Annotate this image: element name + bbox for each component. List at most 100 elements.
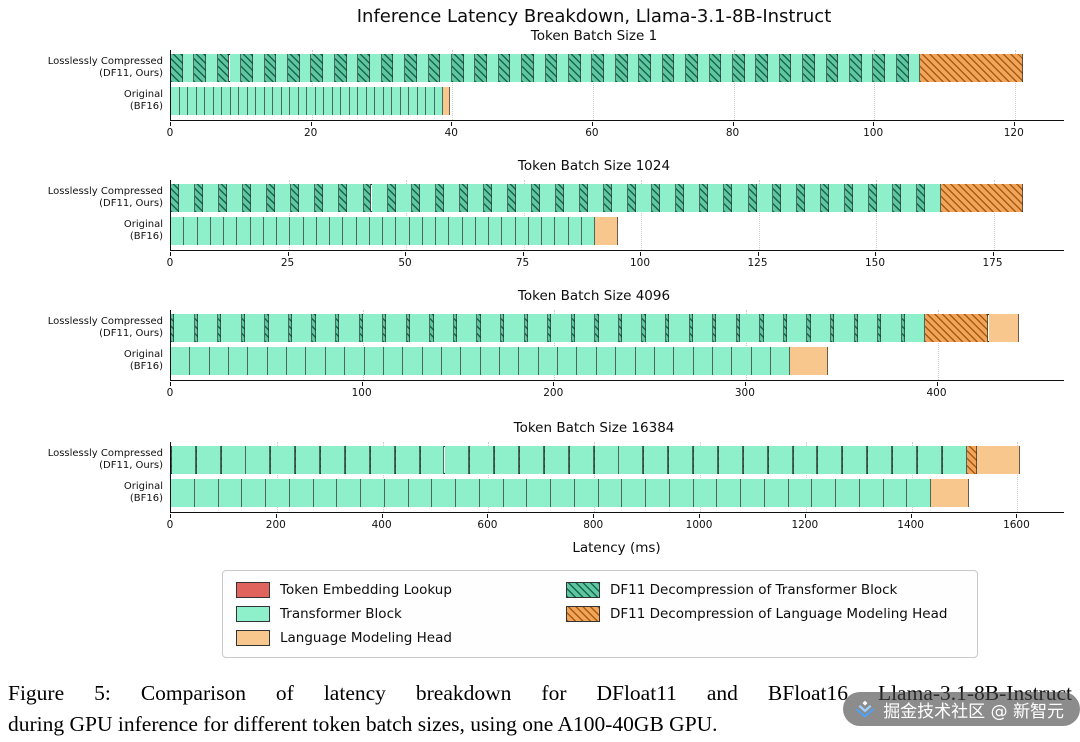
segment-transformer bbox=[674, 54, 687, 82]
y-axis-label-line: Losslessly Compressed bbox=[47, 56, 163, 67]
x-tick bbox=[744, 382, 746, 386]
segment-df11_decomp_transformer bbox=[219, 184, 228, 212]
segment-transformer bbox=[644, 446, 669, 474]
segment-df11_decomp_transformer bbox=[916, 184, 925, 212]
segment-transformer bbox=[741, 479, 765, 507]
segment-transformer bbox=[669, 479, 694, 507]
segment-transformer bbox=[266, 479, 290, 507]
y-axis-label-df11: Losslessly Compressed (DF11, Ours) bbox=[0, 316, 163, 339]
segment-transformer bbox=[383, 87, 393, 115]
segment-transformer bbox=[810, 314, 831, 342]
segment-df11_decomp_transformer bbox=[873, 54, 886, 82]
subplot-title: Token Batch Size 16384 bbox=[513, 420, 675, 436]
segment-df11_decomp_transformer bbox=[604, 184, 613, 212]
segment-transformer bbox=[230, 87, 240, 115]
segment-df11_decomp_transformer bbox=[194, 314, 198, 342]
segment-transformer bbox=[780, 184, 797, 212]
gridline bbox=[594, 442, 596, 512]
segment-df11_decomp_transformer bbox=[288, 314, 293, 342]
segment-transformer bbox=[907, 479, 932, 507]
gridline bbox=[641, 180, 642, 250]
segment-df11_decomp_transformer bbox=[941, 446, 943, 474]
segment-transformer bbox=[395, 446, 420, 474]
segment-df11_decomp_transformer bbox=[394, 446, 396, 474]
segment-transformer bbox=[574, 314, 596, 342]
segment-df11_decomp_transformer bbox=[195, 446, 197, 474]
x-tick-label: 0 bbox=[166, 127, 174, 139]
legend-swatch-df11_decomp_transformer bbox=[566, 582, 600, 598]
figure-title: Inference Latency Breakdown, Llama-3.1-8… bbox=[356, 6, 832, 27]
segment-transformer bbox=[596, 347, 617, 375]
x-tick-label: 0 bbox=[166, 519, 174, 531]
segment-transformer bbox=[881, 314, 902, 342]
bar-df11 bbox=[171, 184, 1024, 212]
segment-transformer bbox=[588, 184, 605, 212]
segment-transformer bbox=[577, 347, 597, 375]
segment-transformer bbox=[432, 479, 457, 507]
segment-df11_decomp_transformer bbox=[241, 314, 245, 342]
gridline bbox=[1017, 442, 1019, 512]
segment-df11_decomp_transformer bbox=[430, 314, 434, 342]
x-tick bbox=[170, 382, 171, 386]
legend-item: Language Modeling Head bbox=[236, 630, 532, 646]
segment-df11_decomp_transformer bbox=[194, 54, 207, 82]
subplot-title: Token Batch Size 4096 bbox=[517, 288, 671, 304]
segment-df11_decomp_transformer bbox=[339, 184, 348, 212]
segment-transformer bbox=[445, 446, 470, 474]
x-tick bbox=[487, 514, 489, 518]
legend-item: Transformer Block bbox=[236, 606, 532, 622]
gridline bbox=[733, 50, 735, 120]
segment-transformer bbox=[838, 54, 851, 82]
gridline bbox=[592, 50, 594, 120]
segment-transformer bbox=[384, 479, 409, 507]
gridline bbox=[311, 50, 313, 120]
x-tick-label: 75 bbox=[515, 257, 530, 269]
segment-transformer bbox=[449, 217, 463, 245]
segment-df11_decomp_transformer bbox=[718, 446, 719, 474]
segment-transformer bbox=[574, 479, 599, 507]
segment-transformer bbox=[422, 217, 437, 245]
segment-transformer bbox=[197, 314, 219, 342]
x-tick bbox=[1016, 514, 1018, 518]
x-tick-label: 0 bbox=[166, 257, 174, 269]
segment-transformer bbox=[361, 479, 385, 507]
segment-transformer bbox=[184, 217, 198, 245]
segment-df11_decomp_transformer bbox=[265, 314, 269, 342]
segment-transformer bbox=[669, 314, 690, 342]
segment-transformer bbox=[321, 446, 346, 474]
segment-transformer bbox=[544, 446, 569, 474]
segment-transformer bbox=[479, 479, 504, 507]
segment-transformer bbox=[503, 479, 528, 507]
segment-transformer bbox=[693, 347, 713, 375]
y-axis-label-bf16: Original (BF16) bbox=[0, 349, 163, 372]
segment-transformer bbox=[510, 54, 523, 82]
segment-transformer bbox=[502, 217, 516, 245]
segment-transformer bbox=[409, 87, 418, 115]
segment-transformer bbox=[409, 314, 431, 342]
segment-transformer bbox=[386, 314, 407, 342]
caption-line-2: during GPU inference for different token… bbox=[8, 712, 718, 736]
segment-df11_decomp_transformer bbox=[742, 446, 744, 474]
gridline bbox=[288, 180, 290, 250]
segment-transformer bbox=[883, 479, 908, 507]
segment-transformer bbox=[751, 347, 771, 375]
segment-df11_decomp_transformer bbox=[842, 446, 844, 474]
segment-df11_decomp_transformer bbox=[522, 54, 534, 82]
juejin-logo-icon bbox=[856, 700, 875, 718]
bar-bf16 bbox=[171, 217, 618, 245]
legend-item: Token Embedding Lookup bbox=[236, 582, 532, 598]
x-tick-label: 150 bbox=[864, 257, 886, 269]
segment-transformer bbox=[221, 314, 242, 342]
segment-transformer bbox=[296, 446, 321, 474]
y-axis-label-line: (DF11, Ours) bbox=[99, 459, 163, 471]
segment-transformer bbox=[942, 446, 967, 474]
gridline bbox=[874, 50, 876, 120]
gridline bbox=[406, 180, 407, 250]
segment-transformer bbox=[717, 479, 742, 507]
segment-df11_decomp_transformer bbox=[689, 314, 693, 342]
gridline bbox=[700, 442, 702, 512]
segment-transformer bbox=[604, 54, 616, 82]
segment-transformer bbox=[271, 446, 296, 474]
gridline bbox=[488, 442, 490, 512]
y-axis-label-line: Original bbox=[123, 481, 163, 492]
